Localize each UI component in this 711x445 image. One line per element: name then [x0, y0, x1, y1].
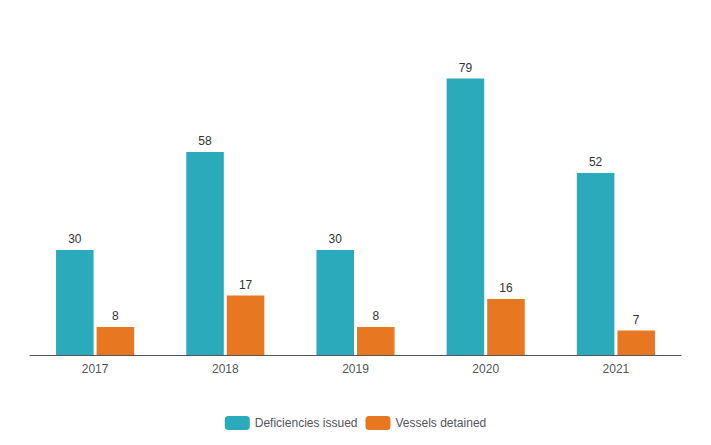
- svg-text:Vessels detained: Vessels detained: [395, 416, 486, 430]
- svg-text:17: 17: [239, 278, 253, 292]
- svg-text:2017: 2017: [82, 362, 109, 376]
- svg-text:30: 30: [329, 232, 343, 246]
- svg-text:8: 8: [112, 309, 119, 323]
- svg-text:2021: 2021: [603, 362, 630, 376]
- svg-text:2020: 2020: [472, 362, 499, 376]
- svg-text:58: 58: [198, 134, 212, 148]
- svg-text:2018: 2018: [212, 362, 239, 376]
- svg-text:7: 7: [633, 313, 640, 327]
- svg-text:79: 79: [459, 61, 473, 75]
- svg-text:8: 8: [372, 309, 379, 323]
- svg-text:Deficiencies issued: Deficiencies issued: [255, 416, 358, 430]
- svg-text:2019: 2019: [342, 362, 369, 376]
- svg-text:30: 30: [68, 232, 82, 246]
- svg-text:16: 16: [499, 281, 513, 295]
- svg-text:52: 52: [589, 155, 603, 169]
